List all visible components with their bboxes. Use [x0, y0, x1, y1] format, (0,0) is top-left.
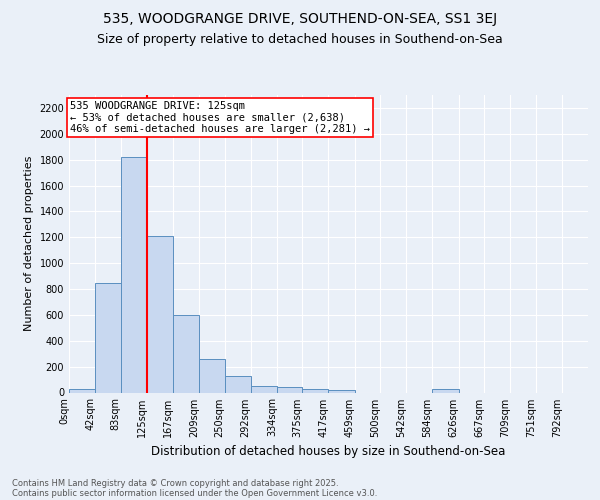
Bar — [302, 388, 329, 392]
Text: 535 WOODGRANGE DRIVE: 125sqm
← 53% of detached houses are smaller (2,638)
46% of: 535 WOODGRANGE DRIVE: 125sqm ← 53% of de… — [70, 101, 370, 134]
Bar — [95, 283, 121, 393]
Y-axis label: Number of detached properties: Number of detached properties — [24, 156, 34, 332]
Text: Contains HM Land Registry data © Crown copyright and database right 2025.: Contains HM Land Registry data © Crown c… — [12, 478, 338, 488]
Bar — [251, 386, 277, 392]
X-axis label: Distribution of detached houses by size in Southend-on-Sea: Distribution of detached houses by size … — [151, 445, 506, 458]
Bar — [173, 315, 199, 392]
Bar — [329, 390, 355, 392]
Bar — [147, 236, 173, 392]
Text: 535, WOODGRANGE DRIVE, SOUTHEND-ON-SEA, SS1 3EJ: 535, WOODGRANGE DRIVE, SOUTHEND-ON-SEA, … — [103, 12, 497, 26]
Bar — [121, 157, 147, 392]
Bar — [433, 390, 458, 392]
Text: Size of property relative to detached houses in Southend-on-Sea: Size of property relative to detached ho… — [97, 32, 503, 46]
Bar — [277, 388, 302, 392]
Bar — [224, 376, 251, 392]
Bar — [199, 359, 224, 392]
Bar — [69, 390, 95, 392]
Text: Contains public sector information licensed under the Open Government Licence v3: Contains public sector information licen… — [12, 488, 377, 498]
